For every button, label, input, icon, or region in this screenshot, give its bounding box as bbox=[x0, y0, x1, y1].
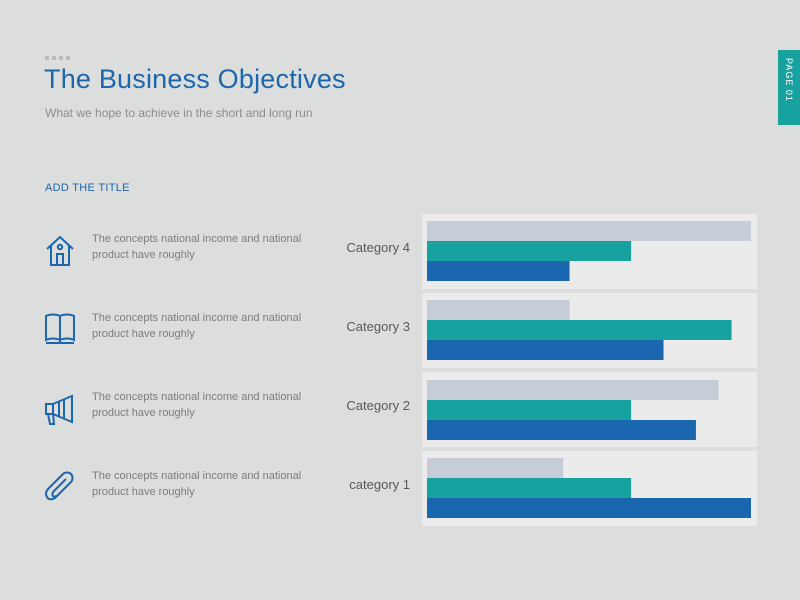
decorative-dots bbox=[45, 56, 70, 60]
bar-4-series-2 bbox=[427, 478, 632, 498]
row-description: The concepts national income and nationa… bbox=[92, 391, 302, 419]
bar-4-series-3 bbox=[427, 498, 751, 518]
bar-3-series-3 bbox=[427, 420, 696, 440]
bar-1-series-3 bbox=[427, 261, 570, 281]
section-title: ADD THE TITLE bbox=[45, 182, 130, 194]
category-label: Category 2 bbox=[346, 398, 410, 413]
page-number-label: PAGE 01 bbox=[784, 58, 794, 102]
page-subtitle: What we hope to achieve in the short and… bbox=[45, 106, 313, 120]
row-description: The concepts national income and nationa… bbox=[92, 312, 302, 340]
bar-3-series-2 bbox=[427, 400, 632, 420]
row-description: The concepts national income and nationa… bbox=[92, 233, 302, 261]
bar-2-series-3 bbox=[427, 340, 664, 360]
house-icon bbox=[42, 232, 78, 268]
megaphone-icon bbox=[42, 391, 78, 427]
dot bbox=[59, 56, 63, 60]
paperclip-icon bbox=[42, 470, 78, 506]
book-icon bbox=[42, 310, 78, 346]
category-label: Category 3 bbox=[346, 319, 410, 334]
bar-2-series-2 bbox=[427, 320, 732, 340]
dot bbox=[45, 56, 49, 60]
category-label: category 1 bbox=[349, 477, 410, 492]
bar-1-series-1 bbox=[427, 221, 751, 241]
page-title: The Business Objectives bbox=[44, 64, 346, 94]
bar-1-series-2 bbox=[427, 241, 632, 261]
page-number-tab: PAGE 01 bbox=[778, 50, 800, 125]
bar-2-series-1 bbox=[427, 300, 570, 320]
dot bbox=[52, 56, 56, 60]
bar-4-series-1 bbox=[427, 458, 564, 478]
row-description: The concepts national income and nationa… bbox=[92, 470, 302, 498]
dot bbox=[66, 56, 70, 60]
category-label: Category 4 bbox=[346, 240, 410, 255]
bar-3-series-1 bbox=[427, 380, 719, 400]
